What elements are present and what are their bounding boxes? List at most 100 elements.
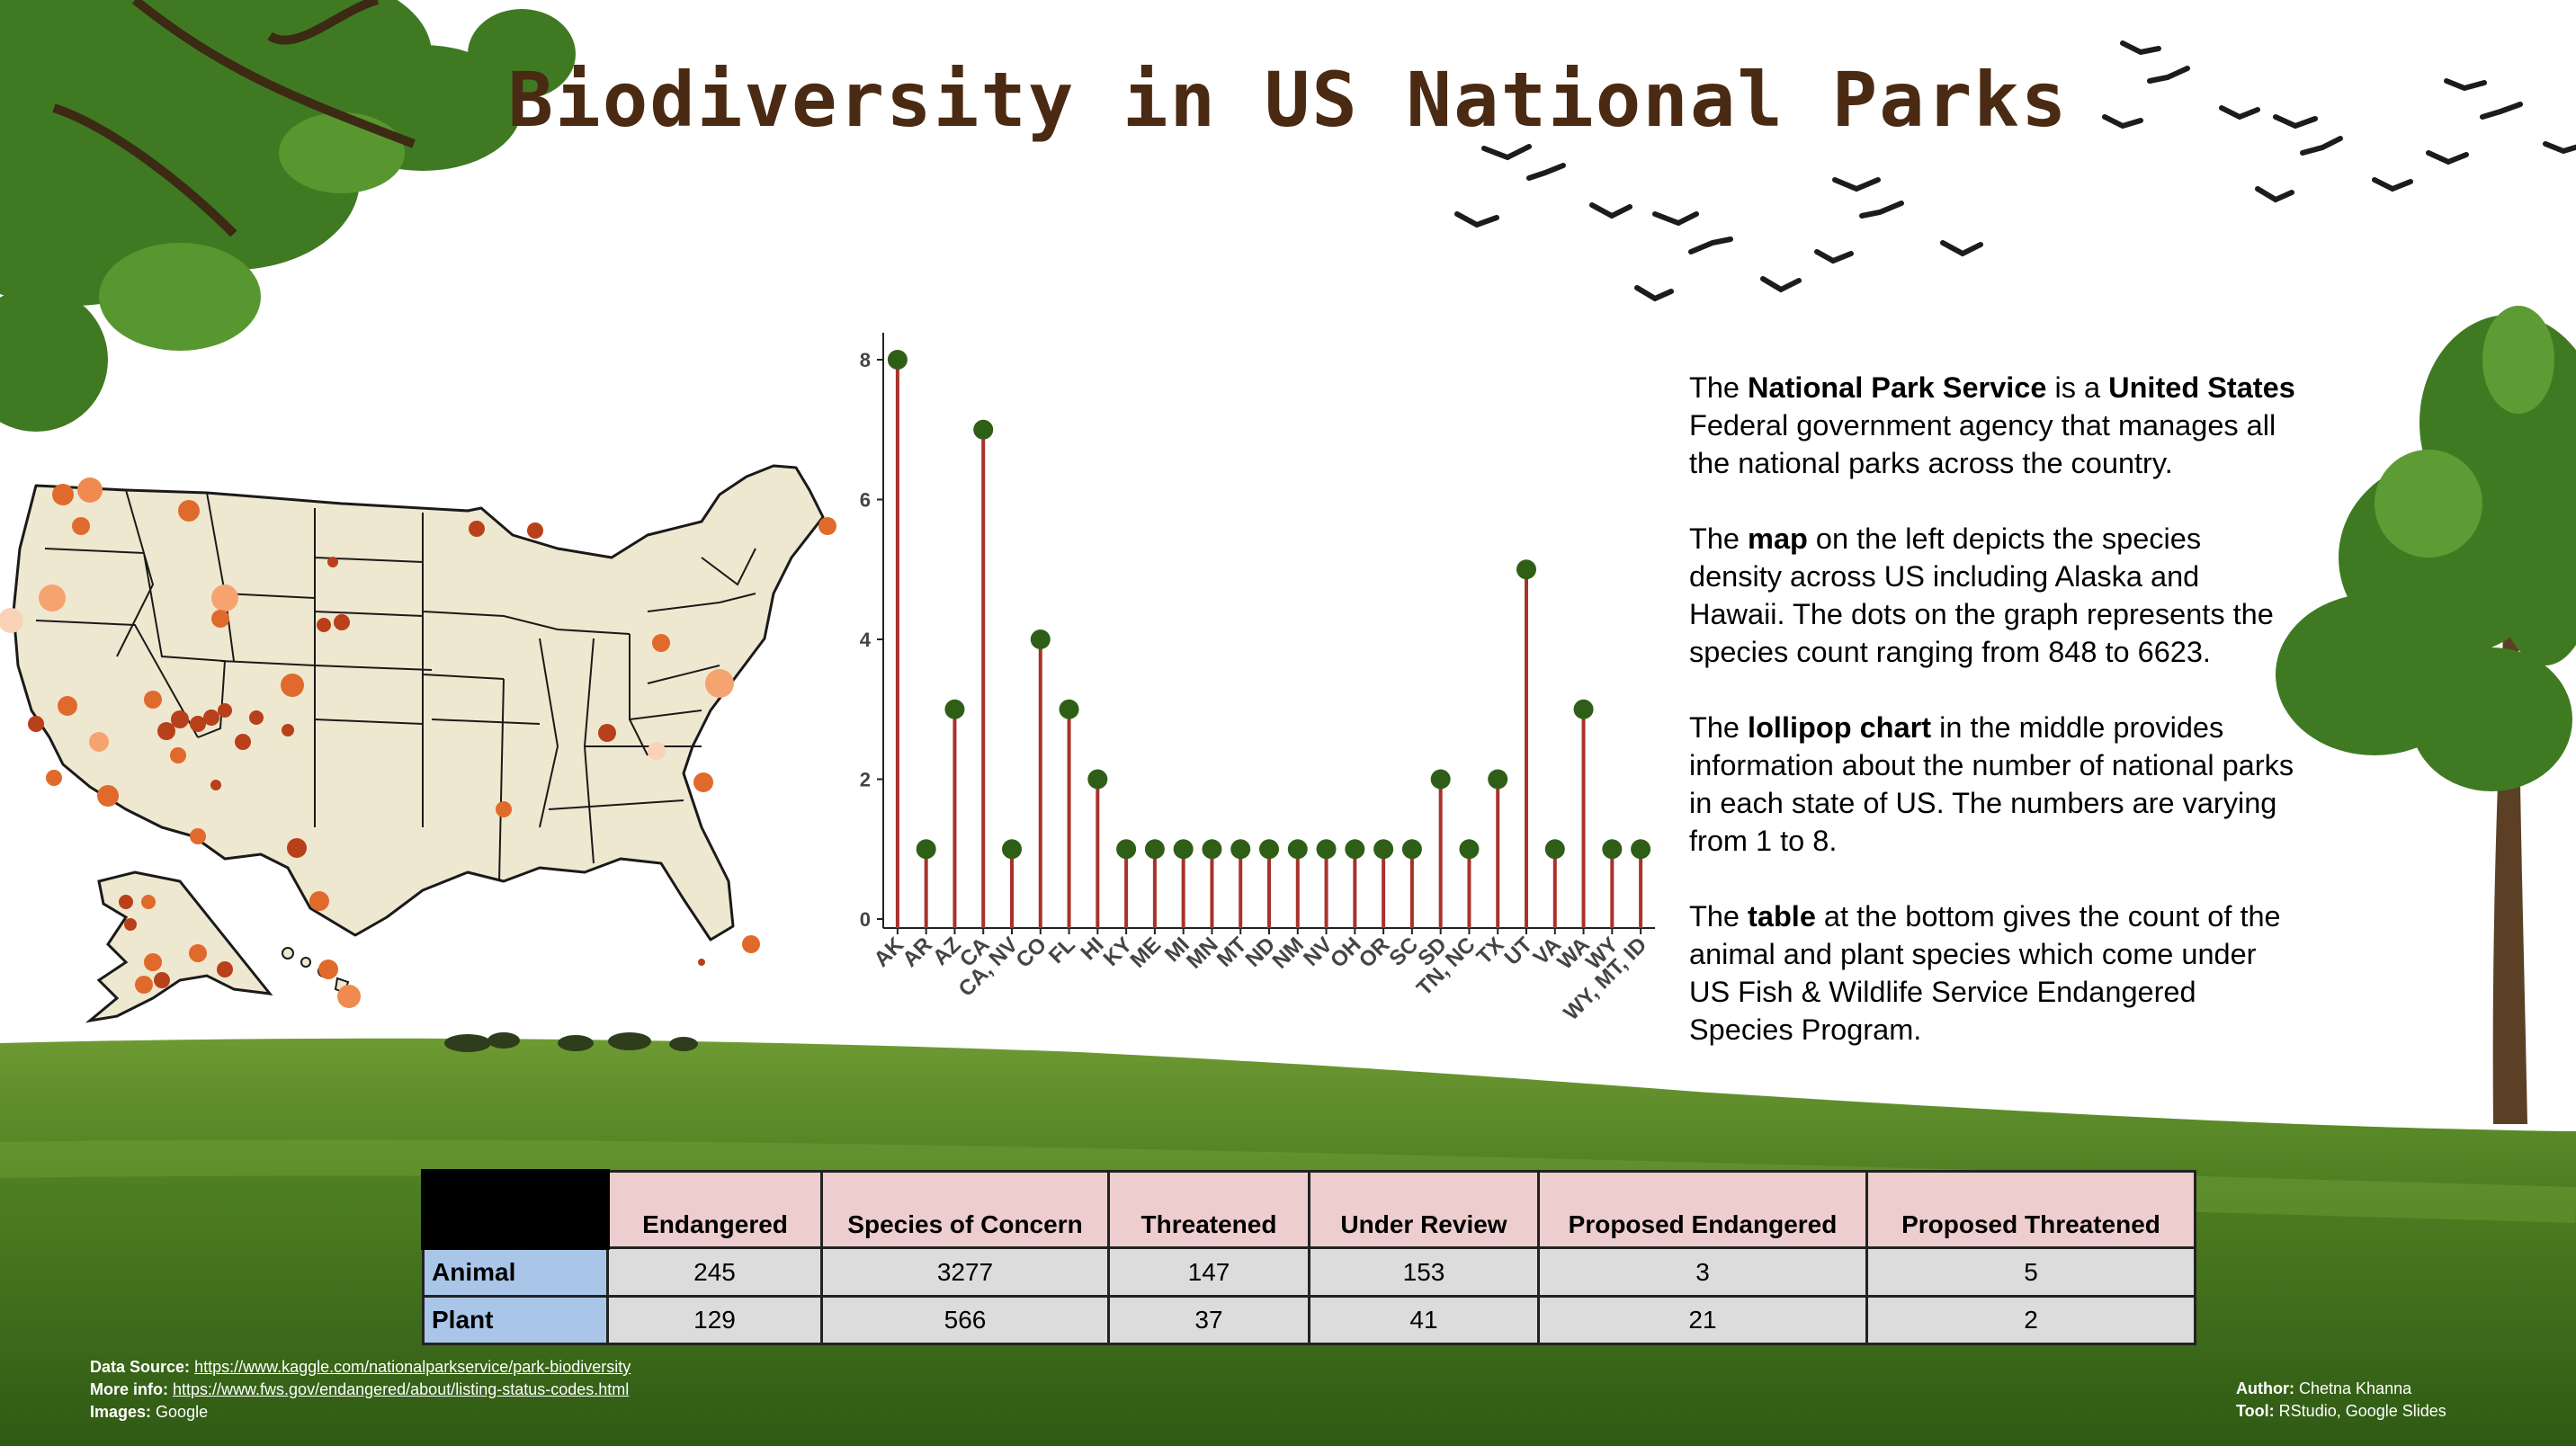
description-paragraph-chart: The lollipop chart in the middle provide… <box>1689 709 2301 860</box>
table-cell: 5 <box>1865 1246 2196 1298</box>
hawaii <box>282 947 350 995</box>
lollipop-dot <box>1002 839 1022 860</box>
birds <box>1454 40 2576 302</box>
table-row-animal: Animal 245 3277 147 153 3 5 <box>422 1246 2196 1298</box>
text-bold: map <box>1748 522 1808 555</box>
text-bold: National Park Service <box>1748 371 2047 404</box>
lollipop-dot <box>1087 769 1108 790</box>
table-header-row: Endangered Species of Concern Threatened… <box>421 1169 2196 1250</box>
lollipop-dot <box>1373 839 1394 860</box>
y-tick-label: 0 <box>860 908 871 931</box>
table-cell: 41 <box>1308 1295 1540 1345</box>
table-cell: 153 <box>1308 1246 1540 1298</box>
description-paragraph-table: The table at the bottom gives the count … <box>1689 897 2301 1049</box>
chart-stems <box>895 360 1643 928</box>
y-tick-labels: 0 2 4 6 8 <box>860 349 872 931</box>
lollipop-dot <box>1573 699 1594 719</box>
chart-dots <box>887 350 1651 860</box>
footer-label: More info: <box>90 1380 168 1398</box>
table-cell: 2 <box>1865 1295 2196 1345</box>
tool-line: Tool: RStudio, Google Slides <box>2236 1400 2446 1423</box>
lollipop-dot <box>1602 839 1623 860</box>
lollipop-dot <box>1430 769 1451 790</box>
header-threatened: Threatened <box>1107 1170 1310 1249</box>
more-info-link[interactable]: https://www.fws.gov/endangered/about/lis… <box>173 1380 630 1398</box>
footer-author: Author: Chetna Khanna Tool: RStudio, Goo… <box>2236 1378 2446 1423</box>
description-panel: The National Park Service is a United St… <box>1689 369 2301 1086</box>
lollipop-dot <box>1345 839 1365 860</box>
header-proposed-endangered: Proposed Endangered <box>1537 1170 1868 1249</box>
alaska <box>85 870 273 1023</box>
footer-label: Tool: <box>2236 1402 2275 1420</box>
text-segment: is a <box>2046 371 2109 404</box>
lollipop-dot <box>1173 839 1194 860</box>
x-tick-label: ME <box>1126 933 1167 973</box>
footer-value: Chetna Khanna <box>2299 1379 2412 1397</box>
species-dots <box>0 478 836 1008</box>
more-info-line: More info: https://www.fws.gov/endangere… <box>90 1379 631 1401</box>
lollipop-dot <box>1287 839 1308 860</box>
table-cell: 245 <box>606 1246 823 1298</box>
lollipop-dot <box>887 350 908 370</box>
y-tick-label: 4 <box>860 629 872 651</box>
y-tick-label: 6 <box>860 489 871 512</box>
header-species-of-concern: Species of Concern <box>820 1170 1110 1249</box>
text-bold: table <box>1748 900 1816 933</box>
lollipop-dot <box>916 839 936 860</box>
table-cell: 147 <box>1107 1246 1310 1298</box>
footer-label: Author: <box>2236 1379 2294 1397</box>
data-source-link[interactable]: https://www.kaggle.com/nationalparkservi… <box>194 1358 631 1376</box>
state-lines <box>35 489 756 882</box>
lollipop-dot <box>1144 839 1165 860</box>
table-cell: 566 <box>820 1295 1110 1345</box>
table-cell: 3277 <box>820 1246 1110 1298</box>
table-cell: 129 <box>606 1295 823 1345</box>
footer-credits: Data Source: https://www.kaggle.com/nati… <box>90 1356 631 1424</box>
text-segment: at the bottom gives the count of the ani… <box>1689 900 2281 1046</box>
header-proposed-threatened: Proposed Threatened <box>1865 1170 2196 1249</box>
text-segment: The <box>1689 711 1749 744</box>
table-cell: 21 <box>1537 1295 1868 1345</box>
lollipop-dot <box>1316 839 1337 860</box>
footer-label: Data Source: <box>90 1358 191 1376</box>
tree-top-left <box>0 0 576 432</box>
table-cell: 37 <box>1107 1295 1310 1345</box>
text-bold: United States <box>2108 371 2295 404</box>
table-row-plant: Plant 129 566 37 41 21 2 <box>422 1295 2196 1345</box>
lollipop-dot <box>1631 839 1651 860</box>
lollipop-dot <box>944 699 965 719</box>
table-corner <box>421 1169 610 1250</box>
contiguous-us <box>12 464 825 942</box>
header-endangered: Endangered <box>606 1170 823 1249</box>
footer-value: RStudio, Google Slides <box>2278 1402 2446 1420</box>
y-tick-label: 8 <box>860 349 871 371</box>
lollipop-dot <box>1230 839 1251 860</box>
text-segment: on the left depicts the species density … <box>1689 522 2274 668</box>
distant-trees <box>444 1032 698 1052</box>
x-tick-label: FL <box>1044 933 1080 968</box>
table-cell: 3 <box>1537 1246 1868 1298</box>
data-source-line: Data Source: https://www.kaggle.com/nati… <box>90 1356 631 1379</box>
y-tick-label: 2 <box>860 769 871 791</box>
description-paragraph-nps: The National Park Service is a United St… <box>1689 369 2301 482</box>
text-segment: The <box>1689 371 1749 404</box>
footer-value: Google <box>156 1403 209 1421</box>
author-line: Author: Chetna Khanna <box>2236 1378 2446 1400</box>
x-tick-label: TN, NC <box>1412 933 1480 1001</box>
row-label-plant: Plant <box>422 1295 609 1345</box>
lollipop-dot <box>1459 839 1480 860</box>
lollipop-dot <box>1116 839 1137 860</box>
text-segment: The <box>1689 522 1749 555</box>
text-bold: lollipop chart <box>1748 711 1932 744</box>
species-status-table: Endangered Species of Concern Threatened… <box>421 1169 2196 1345</box>
text-segment: The <box>1689 900 1749 933</box>
footer-label: Images: <box>90 1403 152 1421</box>
images-line: Images: Google <box>90 1401 631 1424</box>
lollipop-dot <box>973 419 994 440</box>
lollipop-dot <box>1401 839 1422 860</box>
lollipop-dot <box>1059 699 1079 719</box>
page-title: Biodiversity in US National Parks <box>507 56 2069 144</box>
lollipop-dot <box>1488 769 1508 790</box>
